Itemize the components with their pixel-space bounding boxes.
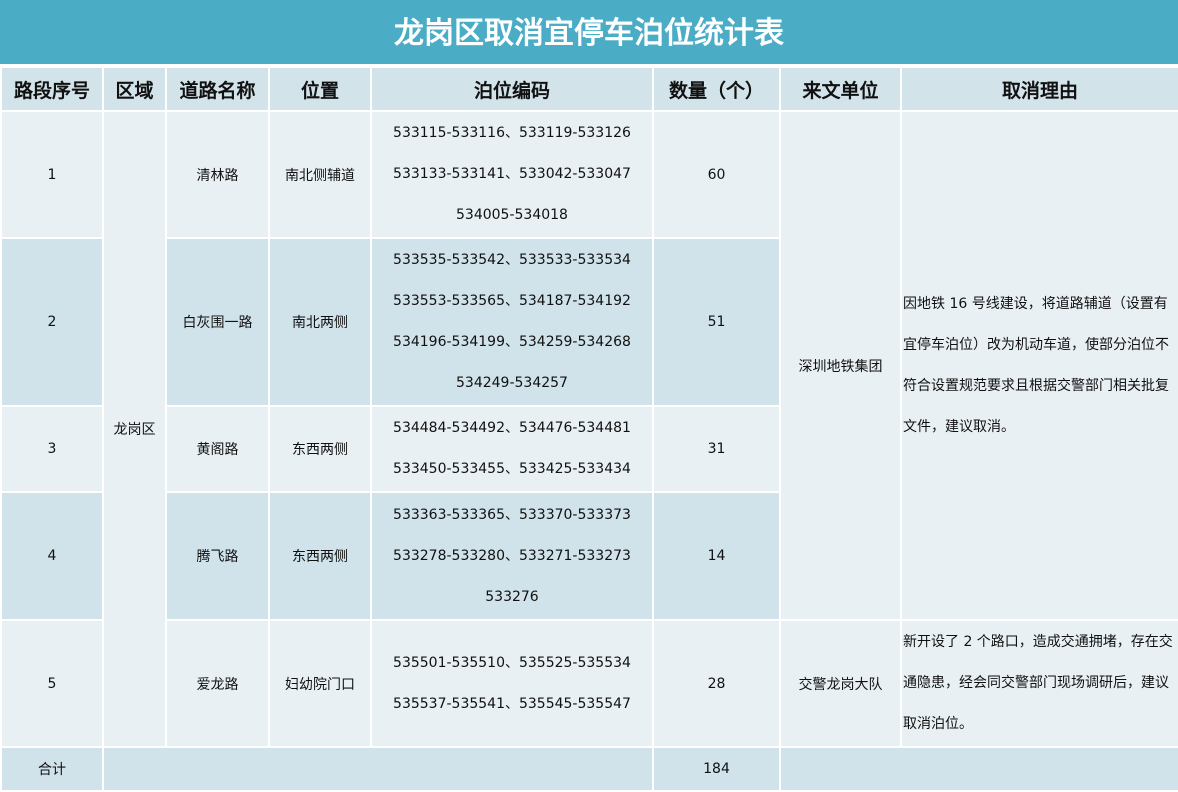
road-name: 清林路	[165, 110, 270, 239]
source-unit: 深圳地铁集团	[779, 110, 902, 621]
row-number: 4	[0, 491, 104, 621]
header-cell: 来文单位	[779, 66, 902, 112]
code-line: 533450-533455、533425-533434	[393, 461, 631, 477]
page-title: 龙岗区取消宜停车泊位统计表	[0, 0, 1178, 66]
table-row: 5 爱龙路 妇幼院门口 535501-535510、535525-535534 5…	[0, 619, 1178, 748]
header-cell: 路段序号	[0, 66, 104, 112]
code-line: 533278-533280、533271-533273	[393, 547, 631, 564]
header-cell: 取消理由	[900, 66, 1178, 112]
row-number: 2	[0, 237, 104, 407]
position: 南北两侧	[268, 237, 372, 407]
road-name: 黄阁路	[165, 405, 270, 493]
code-line: 534484-534492、534476-534481	[393, 420, 631, 436]
header-cell: 数量（个）	[652, 66, 781, 112]
district-cell: 龙岗区	[102, 110, 167, 748]
row-number: 1	[0, 110, 104, 239]
road-name: 白灰围一路	[165, 237, 270, 407]
header-cell: 泊位编码	[370, 66, 654, 112]
total-empty	[102, 746, 654, 792]
berth-codes: 533115-533116、533119-533126 533133-533141…	[370, 110, 654, 239]
code-line: 535501-535510、535525-535534	[393, 654, 631, 671]
code-line: 533115-533116、533119-533126	[393, 125, 631, 141]
total-empty	[779, 746, 1178, 792]
position: 东西两侧	[268, 405, 372, 493]
berth-codes: 533363-533365、533370-533373 533278-533280…	[370, 491, 654, 621]
total-count: 184	[652, 746, 781, 792]
count: 51	[652, 237, 781, 407]
table-row: 3 黄阁路 东西两侧 534484-534492、534476-534481 53…	[0, 405, 1178, 493]
berth-codes: 533535-533542、533533-533534 533553-533565…	[370, 237, 654, 407]
count: 14	[652, 491, 781, 621]
row-number: 3	[0, 405, 104, 493]
code-line: 535537-535541、535545-535547	[393, 695, 631, 712]
header-row: 路段序号 区域 道路名称 位置 泊位编码 数量（个） 来文单位 取消理由	[0, 66, 1178, 112]
position: 妇幼院门口	[268, 619, 372, 748]
berth-codes: 534484-534492、534476-534481 533450-533455…	[370, 405, 654, 493]
header-cell: 区域	[102, 66, 167, 112]
code-line: 533133-533141、533042-533047	[393, 166, 631, 182]
code-line: 533535-533542、533533-533534	[393, 252, 631, 268]
code-line: 534249-534257	[456, 375, 568, 391]
source-unit: 交警龙岗大队	[779, 619, 902, 748]
code-line: 533363-533365、533370-533373	[393, 506, 631, 523]
parking-table: 路段序号 区域 道路名称 位置 泊位编码 数量（个） 来文单位 取消理由 1 龙…	[0, 66, 1178, 792]
total-row: 合计 184	[0, 746, 1178, 792]
cancel-reason: 新开设了 2 个路口，造成交通拥堵，存在交通隐患，经会同交警部门现场调研后，建议…	[900, 619, 1178, 748]
table-row: 1 龙岗区 清林路 南北侧辅道 533115-533116、533119-533…	[0, 110, 1178, 748]
total-label: 合计	[0, 746, 104, 792]
count: 60	[652, 110, 781, 239]
code-line: 534196-534199、534259-534268	[393, 334, 631, 350]
row-number: 5	[0, 619, 104, 748]
road-name: 爱龙路	[165, 619, 270, 748]
header-cell: 位置	[268, 66, 372, 112]
count: 31	[652, 405, 781, 493]
header-cell: 道路名称	[165, 66, 270, 112]
road-name: 腾飞路	[165, 491, 270, 621]
cancel-reason: 因地铁 16 号线建设，将道路辅道（设置有宜停车泊位）改为机动车道，使部分泊位不…	[900, 110, 1178, 621]
table-row: 2 白灰围一路 南北两侧 533535-533542、533533-533534…	[0, 237, 1178, 407]
count: 28	[652, 619, 781, 748]
berth-codes: 535501-535510、535525-535534 535537-535541…	[370, 619, 654, 748]
code-line: 533276	[485, 588, 539, 605]
code-line: 533553-533565、534187-534192	[393, 293, 631, 309]
position: 东西两侧	[268, 491, 372, 621]
table-row: 4 腾飞路 东西两侧 533363-533365、533370-533373 53…	[0, 491, 1178, 621]
code-line: 534005-534018	[456, 207, 568, 223]
position: 南北侧辅道	[268, 110, 372, 239]
